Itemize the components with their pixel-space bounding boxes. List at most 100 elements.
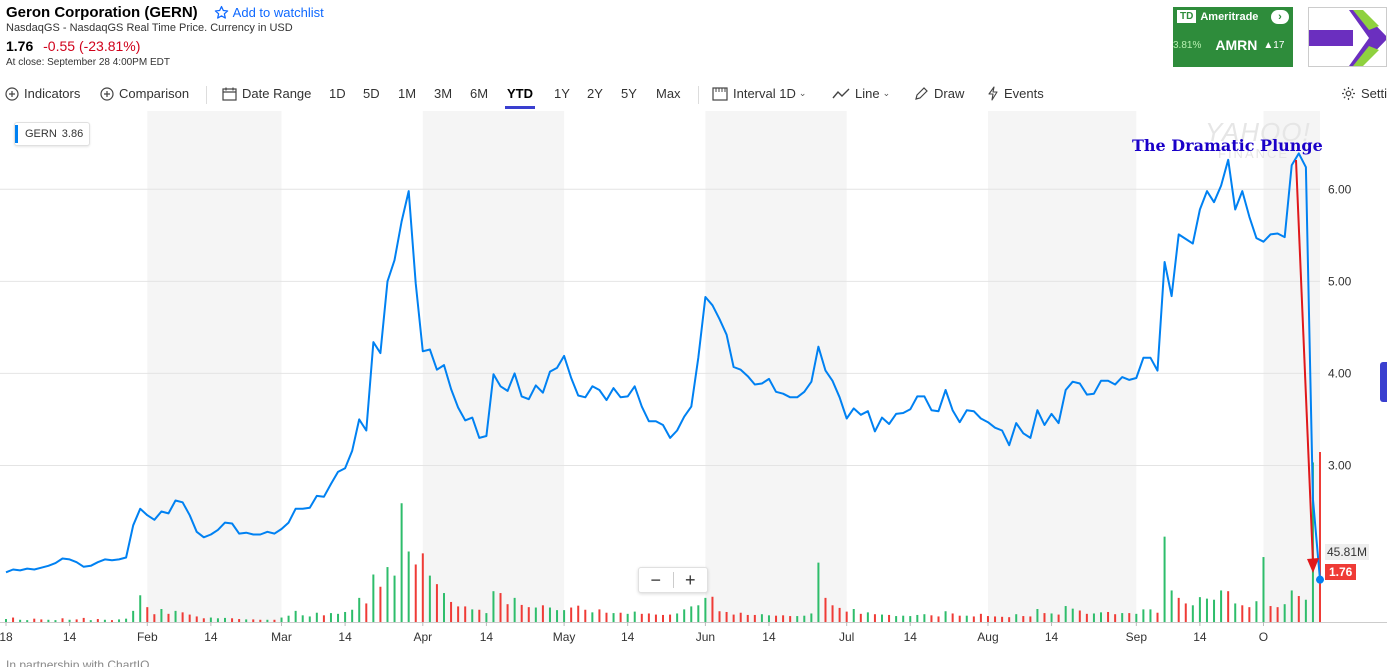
volume-bar <box>89 620 92 622</box>
volume-bar <box>1135 613 1138 622</box>
range-6m[interactable]: 6M <box>470 86 489 101</box>
draw-button[interactable]: Draw <box>914 86 964 101</box>
volume-bar <box>231 618 234 622</box>
zoom-in-button[interactable]: + <box>684 570 696 590</box>
range-1y[interactable]: 1Y <box>554 86 570 101</box>
date-range-button[interactable]: Date Range <box>222 86 311 101</box>
volume-bar <box>718 611 721 622</box>
volume-bar <box>1001 616 1004 622</box>
volume-bar <box>1149 609 1152 622</box>
range-2y[interactable]: 2Y <box>587 86 603 101</box>
volume-bar <box>245 619 248 622</box>
volume-bar <box>1057 614 1060 622</box>
toolbar-divider <box>698 86 699 104</box>
chevron-down-icon: ⌄ <box>798 88 807 98</box>
month-bands <box>147 111 1320 622</box>
range-5d[interactable]: 5D <box>363 86 380 101</box>
volume-bar <box>450 601 453 622</box>
interval-icon <box>712 86 728 101</box>
volume-bar <box>563 610 566 622</box>
volume-bar <box>26 620 29 622</box>
volume-bar <box>640 613 643 622</box>
volume-bar <box>767 615 770 622</box>
interval-label: Interval 1D <box>733 86 796 101</box>
add-to-watchlist-button[interactable]: Add to watchlist <box>214 5 324 20</box>
volume-bar <box>428 575 431 622</box>
volume-bar <box>1022 616 1025 622</box>
zoom-out-button[interactable]: − <box>650 570 661 590</box>
volume-bar <box>266 619 269 622</box>
volume-bar <box>103 619 106 622</box>
range-1m[interactable]: 1M <box>398 86 417 101</box>
volume-bar <box>1269 606 1272 622</box>
legend-chip[interactable]: GERN 3.86 <box>14 122 91 146</box>
date-range-label: Date Range <box>242 86 312 101</box>
comparison-button[interactable]: Comparison <box>100 86 189 101</box>
volume-bar <box>499 593 502 622</box>
volume-bar <box>556 610 559 622</box>
volume-bar <box>902 615 905 622</box>
volume-bar <box>160 609 163 622</box>
volume-bar <box>280 617 283 622</box>
volume-bar <box>351 609 354 622</box>
volume-bar <box>315 612 318 622</box>
x-axis-labels: 18 14 Feb 14 Mar 14 Apr 14 May 14 Jun 14 Jul 14 Aug 14 S… <box>0 622 1268 644</box>
volume-bars <box>5 452 1321 622</box>
volume-bar <box>831 605 834 622</box>
volume-bar <box>1078 610 1081 622</box>
volume-bar <box>986 616 989 622</box>
events-button[interactable]: Events <box>987 86 1044 101</box>
volume-bar <box>1276 607 1279 622</box>
volume-bar <box>485 613 488 622</box>
volume-bar <box>654 614 657 622</box>
line-type-dropdown[interactable]: Line ⌄ <box>832 86 890 101</box>
volume-bar <box>739 612 742 622</box>
volume-bar <box>238 619 241 622</box>
arrow-ad[interactable] <box>1308 7 1387 67</box>
volume-bar <box>146 607 149 622</box>
volume-bar <box>944 611 947 622</box>
volume-bar <box>1304 599 1307 622</box>
settings-button[interactable]: Setti <box>1341 86 1387 101</box>
events-label: Events <box>1004 86 1044 101</box>
volume-bar <box>683 609 686 622</box>
settings-label: Setti <box>1361 86 1387 101</box>
price-change: -0.55 (-23.81%) <box>43 38 141 54</box>
volume-bar <box>697 605 700 622</box>
y-tick-label: 5.00 <box>1328 274 1352 288</box>
volume-bar <box>75 619 78 622</box>
indicators-button[interactable]: Indicators <box>5 86 80 101</box>
volume-bar <box>1248 607 1251 622</box>
range-1d[interactable]: 1D <box>329 86 346 101</box>
volume-bar <box>294 610 297 622</box>
ameritrade-ad[interactable]: TD Ameritrade › 3.81% AMRN ▲17 <box>1173 7 1293 67</box>
x-tick-label: Aug <box>977 630 998 644</box>
range-max[interactable]: Max <box>656 86 681 101</box>
y-tick-label: 3.00 <box>1328 458 1352 472</box>
month-band <box>705 111 847 622</box>
volume-bar <box>252 619 255 622</box>
last-price-dot <box>1316 575 1324 584</box>
volume-bar <box>859 613 862 622</box>
y-tick-label: 4.00 <box>1328 366 1352 380</box>
range-3m[interactable]: 3M <box>434 86 453 101</box>
ad-next-icon[interactable]: › <box>1271 10 1289 24</box>
stock-chart[interactable]: 3.004.005.006.00 18 14 Feb 14 Mar 14 Apr 14 May 1… <box>0 111 1387 667</box>
volume-bar <box>471 609 474 622</box>
volume-bar <box>1100 612 1102 622</box>
volume-bar <box>153 614 156 622</box>
zoom-controls: − + <box>638 567 708 593</box>
side-panel-tab[interactable] <box>1380 362 1387 402</box>
volume-bar <box>1114 614 1117 622</box>
x-tick-label: 14 <box>63 630 77 644</box>
range-5y[interactable]: 5Y <box>621 86 637 101</box>
volume-bar <box>421 553 424 622</box>
range-ytd[interactable]: YTD <box>505 86 535 109</box>
volume-bar <box>68 619 71 622</box>
line-type-label: Line <box>855 86 880 101</box>
volume-bar <box>1008 617 1011 622</box>
volume-bar <box>909 616 912 622</box>
volume-bar <box>1156 612 1159 622</box>
interval-dropdown[interactable]: Interval 1D ⌄ <box>712 86 806 101</box>
plunge-arrowhead <box>1307 558 1319 573</box>
